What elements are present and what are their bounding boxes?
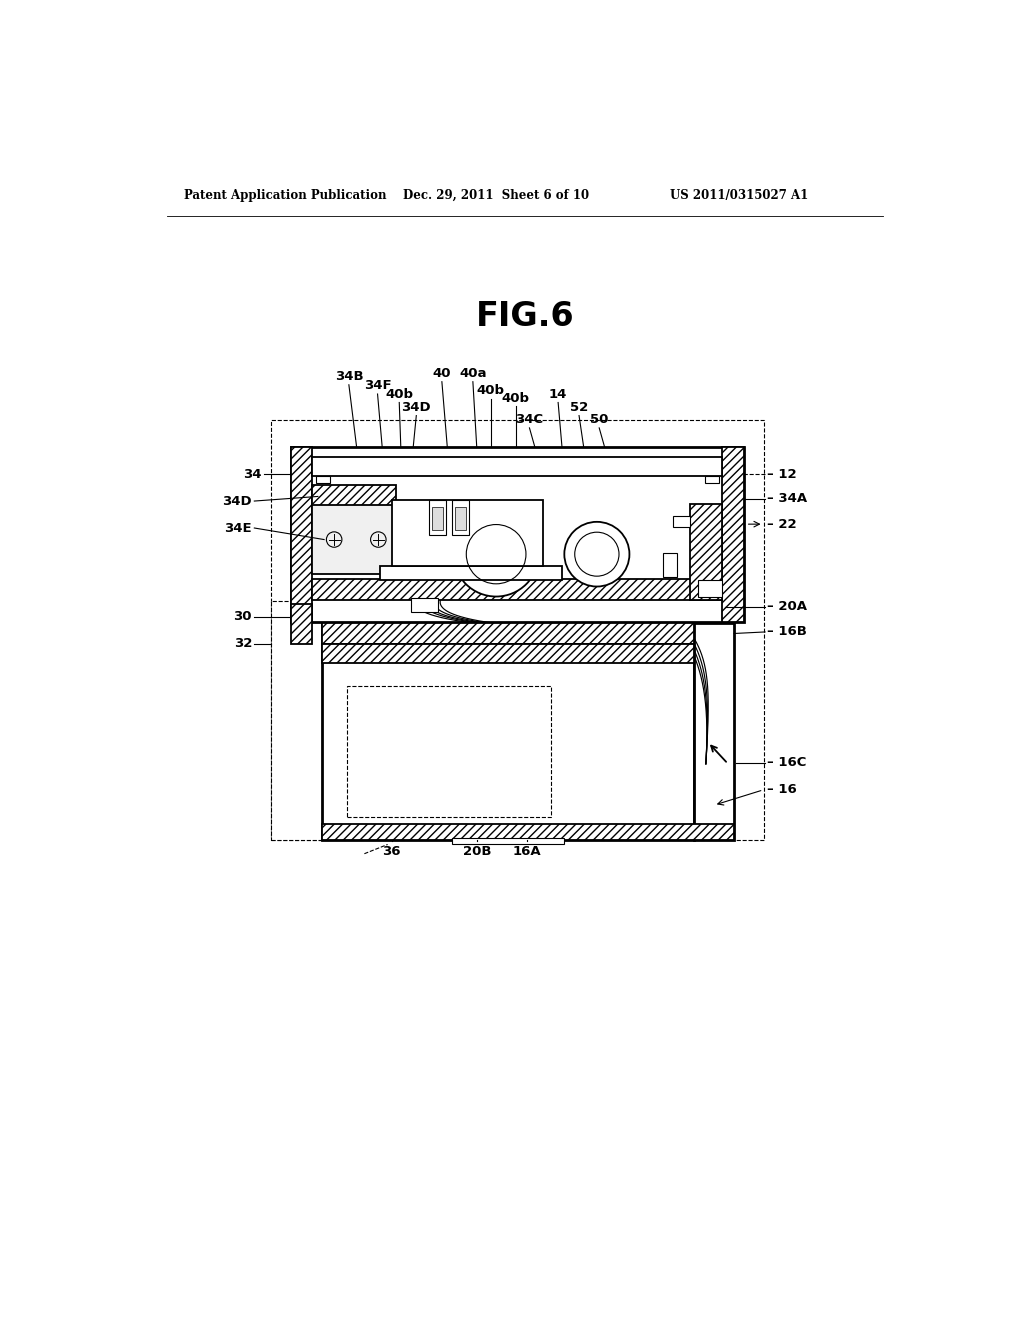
Text: 34D: 34D (222, 495, 252, 508)
Text: 34: 34 (243, 467, 261, 480)
Bar (312, 484, 396, 508)
Circle shape (454, 512, 539, 597)
Bar (452, 500, 469, 535)
Text: 40b: 40b (477, 384, 505, 397)
Bar (432, 507, 442, 531)
Bar (429, 500, 445, 535)
Text: 34D: 34D (401, 401, 431, 414)
Text: – 20A: – 20A (767, 601, 807, 612)
Bar (706, 477, 719, 483)
Text: – 22: – 22 (767, 517, 797, 531)
Text: Patent Application Publication: Patent Application Publication (183, 189, 386, 202)
Text: 36: 36 (382, 845, 400, 858)
Text: 20B: 20B (463, 845, 490, 858)
Bar (663, 553, 677, 577)
Bar (455, 507, 466, 531)
Text: 14: 14 (549, 388, 567, 401)
Text: 30: 30 (233, 610, 252, 623)
Text: 40: 40 (432, 367, 452, 380)
Text: 40b: 40b (502, 392, 529, 405)
Text: 32: 32 (233, 638, 252, 649)
Bar (322, 825, 734, 840)
Bar (391, 500, 543, 566)
Text: US 2011/0315027 A1: US 2011/0315027 A1 (671, 189, 809, 202)
Text: Dec. 29, 2011  Sheet 6 of 10: Dec. 29, 2011 Sheet 6 of 10 (403, 189, 589, 202)
Text: 34E: 34E (224, 521, 252, 535)
Bar (322, 623, 693, 840)
Bar (291, 447, 312, 622)
Bar (312, 457, 722, 477)
Bar (693, 623, 734, 840)
Text: 50: 50 (590, 413, 608, 426)
Bar (673, 516, 690, 527)
Bar (291, 447, 744, 622)
Text: – 34A: – 34A (767, 492, 808, 506)
Text: 34B: 34B (335, 370, 364, 383)
Bar (322, 623, 693, 644)
Text: 40b: 40b (385, 388, 414, 401)
Text: 40a: 40a (459, 367, 486, 380)
Text: 52: 52 (570, 401, 588, 414)
Text: – 16B: – 16B (767, 626, 807, 639)
Bar (291, 605, 312, 644)
Text: – 12: – 12 (767, 467, 797, 480)
Bar (380, 566, 562, 579)
Text: 16A: 16A (513, 845, 542, 858)
Bar (316, 477, 331, 483)
Bar (271, 420, 764, 840)
Bar (322, 644, 693, 663)
Bar (452, 838, 563, 843)
Bar (312, 506, 412, 574)
Text: – 16C: – 16C (767, 756, 807, 770)
Bar (346, 686, 551, 817)
Bar (697, 581, 722, 598)
Text: 34C: 34C (515, 413, 544, 426)
Bar (722, 447, 744, 622)
Bar (690, 504, 722, 601)
Circle shape (564, 521, 630, 586)
Text: – 16: – 16 (767, 783, 797, 796)
Text: 34F: 34F (364, 379, 391, 392)
Text: FIG.6: FIG.6 (475, 300, 574, 333)
Bar (312, 578, 722, 601)
Bar (271, 601, 322, 840)
Bar (411, 598, 438, 612)
